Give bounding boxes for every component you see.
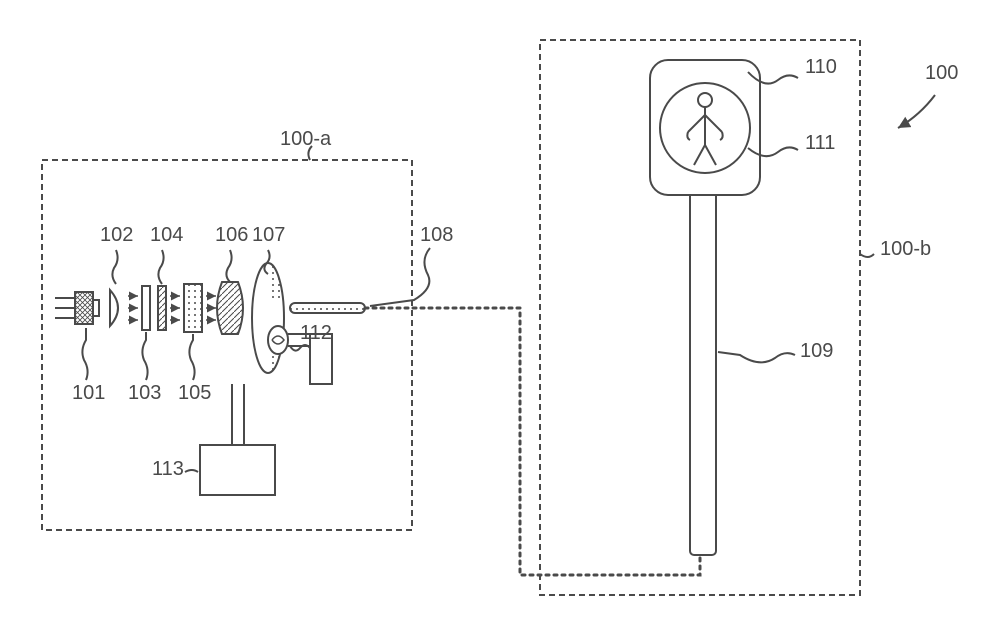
- label-112: 112: [300, 322, 332, 345]
- component-106: [217, 282, 243, 334]
- leader-105: [189, 334, 194, 380]
- label-100a: 100-a: [280, 128, 331, 151]
- component-102: [110, 290, 118, 326]
- label-113: 113: [152, 458, 184, 481]
- label-110: 110: [805, 56, 837, 79]
- label-109: 109: [800, 340, 833, 363]
- label-108: 108: [420, 224, 453, 247]
- leader-103: [142, 332, 147, 380]
- label-103: 103: [128, 382, 161, 405]
- label-105: 105: [178, 382, 211, 405]
- beam-arrows-2: [170, 296, 180, 320]
- component-109: [690, 190, 716, 555]
- diagram-canvas: [0, 0, 1000, 630]
- label-111: 111: [805, 132, 835, 155]
- component-105: [184, 284, 202, 332]
- leader-106: [226, 250, 231, 282]
- label-101: 101: [72, 382, 105, 405]
- fiber-line: [365, 308, 700, 575]
- component-103: [142, 286, 150, 330]
- leader-100b: [860, 254, 874, 257]
- leader-101: [82, 328, 87, 380]
- leader-102: [112, 250, 117, 284]
- system-arrow: [898, 95, 935, 128]
- beam-arrows-3: [206, 296, 216, 320]
- label-104: 104: [150, 224, 183, 247]
- label-106: 106: [215, 224, 248, 247]
- leader-108: [370, 248, 430, 306]
- leader-104: [158, 250, 163, 284]
- leader-109: [718, 352, 795, 362]
- label-107: 107: [252, 224, 285, 247]
- label-100: 100: [925, 62, 958, 85]
- component-104: [158, 286, 166, 330]
- label-102: 102: [100, 224, 133, 247]
- beam-arrows-1: [128, 296, 138, 320]
- component-101: [55, 292, 99, 324]
- label-100b: 100-b: [880, 238, 931, 261]
- component-108: [290, 303, 365, 313]
- leader-113: [185, 470, 198, 472]
